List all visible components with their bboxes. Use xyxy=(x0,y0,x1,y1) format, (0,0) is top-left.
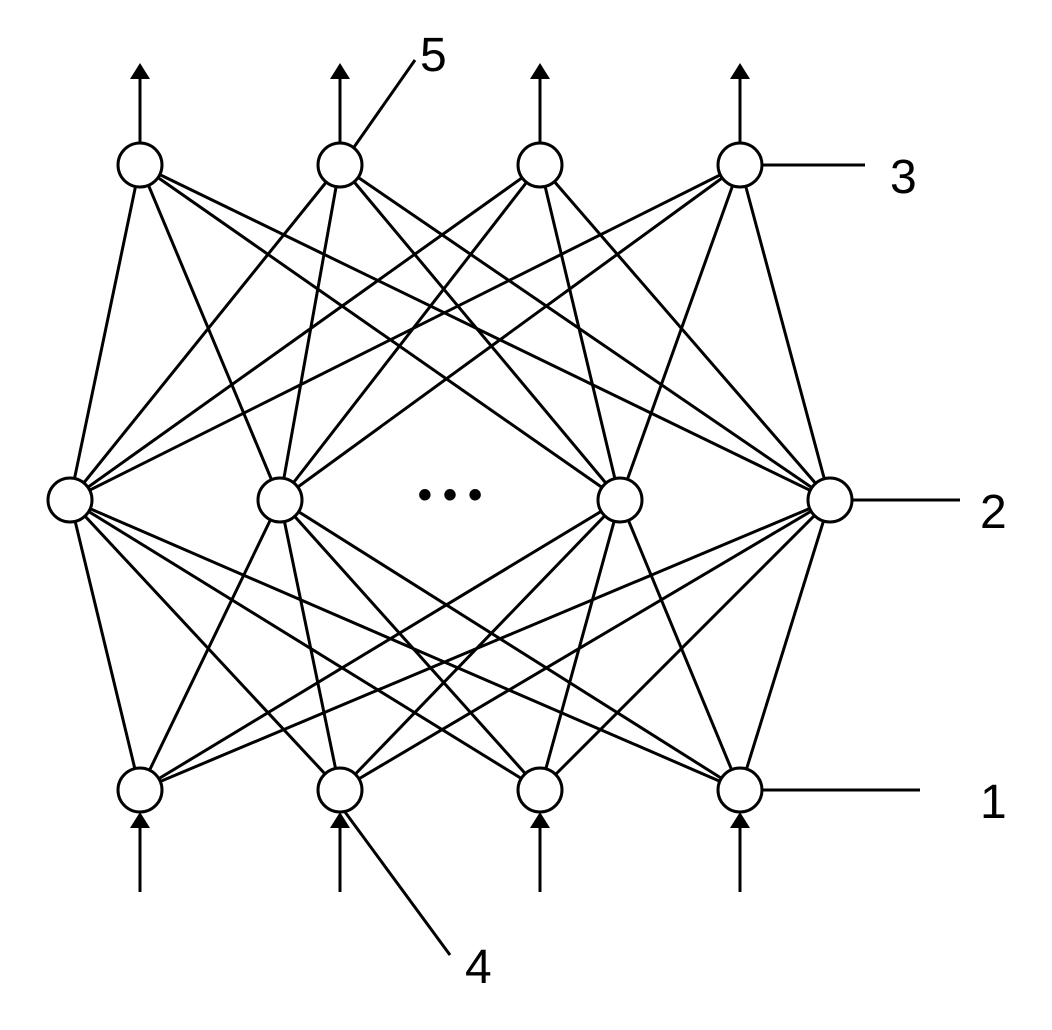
svg-text:• • •: • • • xyxy=(418,473,482,517)
label-4: 4 xyxy=(465,940,492,995)
label-2: 2 xyxy=(980,485,1007,540)
label-1: 1 xyxy=(980,775,1007,830)
label-5: 5 xyxy=(420,28,447,83)
label-3: 3 xyxy=(890,150,917,205)
